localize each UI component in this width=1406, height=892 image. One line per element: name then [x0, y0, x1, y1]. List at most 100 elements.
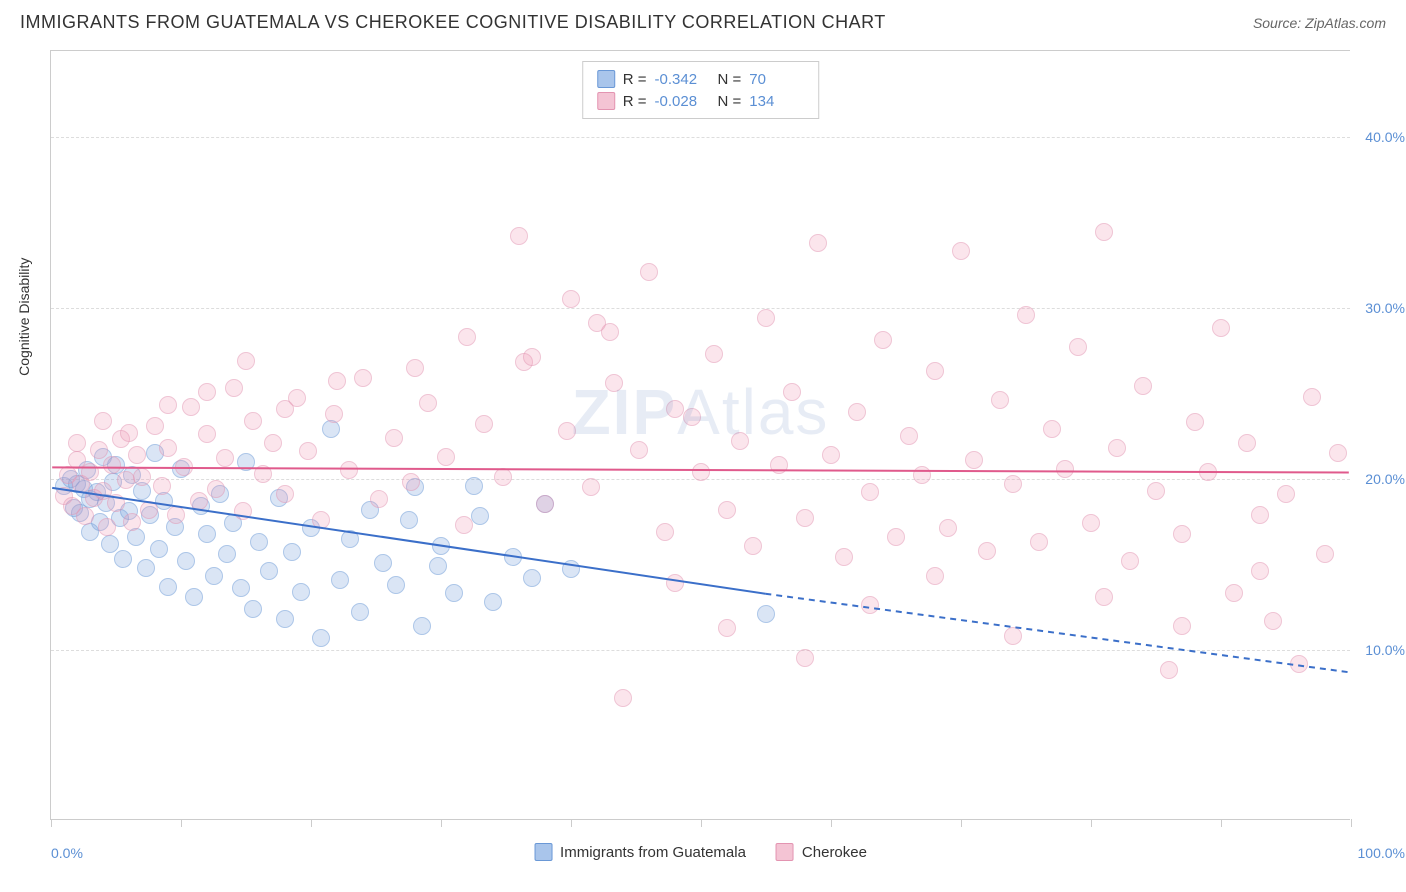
scatter-point [68, 434, 86, 452]
scatter-point [1329, 444, 1347, 462]
scatter-point [562, 290, 580, 308]
scatter-point [1251, 506, 1269, 524]
scatter-point [1277, 485, 1295, 503]
x-tick [441, 819, 442, 827]
scatter-point [939, 519, 957, 537]
scatter-point [276, 485, 294, 503]
gridline [51, 137, 1350, 138]
scatter-point [432, 537, 450, 555]
scatter-point [887, 528, 905, 546]
y-tick-label: 20.0% [1365, 471, 1405, 487]
stats-legend-box: R = -0.342 N = 70 R = -0.028 N = 134 [582, 61, 820, 119]
x-tick [1351, 819, 1352, 827]
scatter-point [455, 516, 473, 534]
scatter-point [264, 434, 282, 452]
scatter-point [796, 649, 814, 667]
scatter-point [402, 473, 420, 491]
scatter-point [340, 461, 358, 479]
scatter-point [1199, 463, 1217, 481]
scatter-point [150, 540, 168, 558]
scatter-point [796, 509, 814, 527]
scatter-point [666, 574, 684, 592]
scatter-point [234, 502, 252, 520]
scatter-point [484, 593, 502, 611]
stat-r-label: R = [623, 93, 647, 110]
scatter-point [822, 446, 840, 464]
scatter-point [374, 554, 392, 572]
scatter-point [341, 530, 359, 548]
scatter-point [98, 518, 116, 536]
scatter-point [471, 507, 489, 525]
scatter-point [656, 523, 674, 541]
scatter-point [276, 610, 294, 628]
scatter-point [244, 412, 262, 430]
scatter-point [292, 583, 310, 601]
scatter-point [322, 420, 340, 438]
scatter-point [351, 603, 369, 621]
scatter-point [260, 562, 278, 580]
scatter-point [328, 372, 346, 390]
chart-title: IMMIGRANTS FROM GUATEMALA VS CHEROKEE CO… [20, 12, 886, 33]
scatter-point [387, 576, 405, 594]
scatter-point [254, 465, 272, 483]
scatter-point [159, 578, 177, 596]
scatter-point [978, 542, 996, 560]
stat-n-value: 134 [749, 93, 804, 110]
scatter-point [90, 441, 108, 459]
series-swatch [776, 843, 794, 861]
scatter-point [692, 463, 710, 481]
scatter-point [198, 383, 216, 401]
scatter-point [1108, 439, 1126, 457]
scatter-point [137, 559, 155, 577]
scatter-point [81, 463, 99, 481]
scatter-point [175, 458, 193, 476]
scatter-point [101, 535, 119, 553]
scatter-point [757, 605, 775, 623]
scatter-point [640, 263, 658, 281]
scatter-point [400, 511, 418, 529]
scatter-point [861, 483, 879, 501]
x-tick [701, 819, 702, 827]
scatter-point [588, 314, 606, 332]
scatter-point [276, 400, 294, 418]
scatter-point [731, 432, 749, 450]
scatter-point [913, 466, 931, 484]
scatter-point [244, 600, 262, 618]
scatter-point [991, 391, 1009, 409]
scatter-point [900, 427, 918, 445]
scatter-point [718, 501, 736, 519]
scatter-point [926, 362, 944, 380]
scatter-point [370, 490, 388, 508]
scatter-point [128, 446, 146, 464]
legend-label: Immigrants from Guatemala [560, 844, 746, 861]
scatter-point [861, 596, 879, 614]
gridline [51, 650, 1350, 651]
scatter-point [614, 689, 632, 707]
scatter-point [185, 588, 203, 606]
series-swatch [597, 70, 615, 88]
scatter-point [494, 468, 512, 486]
scatter-point [1238, 434, 1256, 452]
scatter-point [250, 533, 268, 551]
scatter-point [1147, 482, 1165, 500]
scatter-point [1017, 306, 1035, 324]
scatter-point [666, 400, 684, 418]
stat-r-value: -0.028 [655, 93, 710, 110]
scatter-point [76, 507, 94, 525]
scatter-point [216, 449, 234, 467]
scatter-point [1160, 661, 1178, 679]
scatter-point [127, 528, 145, 546]
scatter-point [683, 408, 701, 426]
source-attribution: Source: ZipAtlas.com [1253, 15, 1386, 31]
scatter-point [218, 545, 236, 563]
scatter-point [146, 417, 164, 435]
scatter-point [458, 328, 476, 346]
scatter-point [406, 359, 424, 377]
scatter-point [1056, 460, 1074, 478]
scatter-point [207, 480, 225, 498]
scatter-point [848, 403, 866, 421]
scatter-point [114, 550, 132, 568]
x-tick [1221, 819, 1222, 827]
scatter-point [809, 234, 827, 252]
x-axis-min-label: 0.0% [51, 845, 83, 861]
